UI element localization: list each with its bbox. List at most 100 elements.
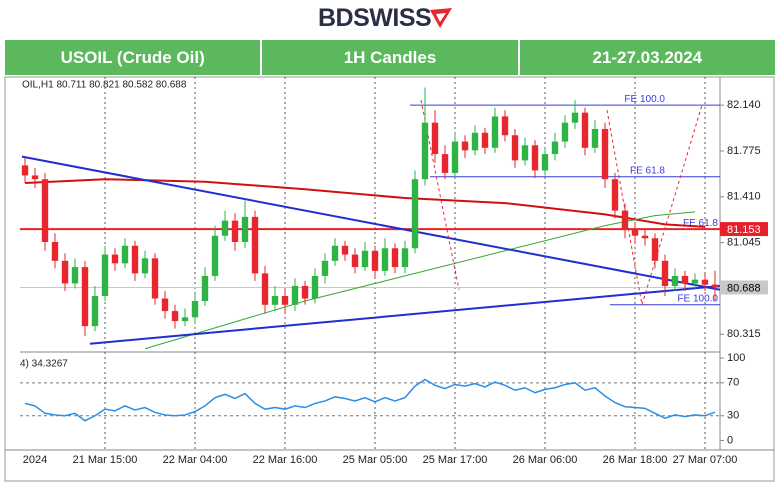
candle-body (571, 112, 579, 123)
candle-body (441, 154, 449, 173)
candle-body (51, 242, 59, 261)
overlay-line (24, 178, 706, 228)
header-cell: 21-27.03.2024 (592, 47, 703, 67)
overlay-line (420, 99, 460, 290)
candle-body (591, 128, 599, 148)
rsi-tick-label: 100 (727, 352, 745, 364)
candle-body (101, 254, 109, 296)
candle-body (661, 260, 669, 286)
x-tick-label: 27 Mar 07:00 (673, 454, 738, 466)
candle-body (131, 245, 139, 274)
candle-body (171, 311, 179, 322)
rsi-tick-label: 30 (727, 410, 739, 422)
x-tick-label: 25 Mar 05:00 (343, 454, 408, 466)
candle-body (271, 296, 279, 305)
candle-body (511, 135, 519, 161)
candle-body (611, 179, 619, 211)
candle-body (221, 220, 229, 236)
x-tick-label: 25 Mar 17:00 (423, 454, 488, 466)
candle-body (111, 254, 119, 264)
y-tick-label: 81.775 (727, 145, 761, 157)
candle-body (711, 284, 719, 288)
price-badge-label: 81.153 (727, 224, 761, 236)
x-tick-label: 21 Mar 15:00 (73, 454, 138, 466)
candle-body (201, 275, 209, 302)
candle-body (621, 210, 629, 230)
candle-body (401, 248, 409, 268)
candle-body (21, 165, 29, 176)
y-tick-label: 81.410 (727, 191, 761, 203)
candle-body (311, 275, 319, 299)
candle-body (491, 116, 499, 148)
x-tick-label: 26 Mar 18:00 (603, 454, 668, 466)
candle-body (281, 296, 289, 305)
candle-body (351, 254, 359, 268)
chart-frame (4, 76, 775, 482)
candle-body (381, 248, 389, 271)
candle-body (521, 145, 529, 161)
overlay-line (21, 155, 721, 291)
header-bar: USOIL (Crude Oil) 1H Candles 21-27.03.20… (5, 40, 775, 75)
candle-body (471, 132, 479, 151)
x-tick-label: 26 Mar 06:00 (513, 454, 578, 466)
logo: BDSWISS (318, 4, 432, 32)
overlay-line (89, 284, 721, 345)
candle-body (31, 175, 39, 180)
candle-body (541, 154, 549, 171)
logo-mark (430, 8, 452, 28)
candle-body (341, 245, 349, 255)
candle-body (391, 248, 399, 268)
candle-body (291, 285, 299, 305)
candle-body (371, 250, 379, 271)
candle-body (121, 245, 129, 264)
level-label: FE 100.0 (624, 94, 665, 105)
level-label: FE 61.8 (683, 218, 718, 229)
candle-body (211, 235, 219, 276)
candle-body (181, 317, 189, 322)
candle-body (151, 258, 159, 299)
price-badge (720, 280, 768, 295)
candle-body (251, 216, 259, 274)
overlay-line (606, 104, 703, 305)
rsi-label: 4) 34.3267 (20, 359, 68, 370)
rsi-tick-label: 0 (727, 434, 733, 446)
candle-body (501, 116, 509, 136)
candle-body (531, 145, 539, 171)
candle-body (261, 273, 269, 305)
candle-body (631, 229, 639, 236)
candle-body (601, 128, 609, 180)
candle-body (191, 301, 199, 318)
candle-body (561, 122, 569, 142)
candle-body (141, 258, 149, 274)
candle-body (161, 298, 169, 312)
candle-body (41, 179, 49, 242)
candle-body (61, 260, 69, 284)
x-tick-label: 2024 (23, 454, 47, 466)
candle-body (461, 141, 469, 151)
price-badge (720, 222, 768, 237)
candle-body (481, 132, 489, 148)
y-tick-label: 81.045 (727, 237, 761, 249)
candle-body (411, 179, 419, 249)
candle-body (241, 216, 249, 242)
candle-body (421, 122, 429, 180)
candle-body (71, 267, 79, 284)
candle-body (551, 141, 559, 155)
header-cell: USOIL (Crude Oil) (5, 40, 263, 75)
rsi-line (24, 378, 716, 422)
candle-body (651, 238, 659, 261)
candle-body (431, 122, 439, 155)
candle-body (231, 220, 239, 242)
rsi-tick-label: 70 (727, 377, 739, 389)
candle-body (301, 285, 309, 299)
candle-body (91, 296, 99, 327)
overlay-line (144, 211, 696, 350)
candle-body (701, 279, 709, 285)
candle-body (581, 112, 589, 148)
candle-body (331, 245, 339, 261)
level-label: FE 61.8 (630, 165, 665, 176)
candle-body (671, 275, 679, 286)
top-bar: BDSWISS (0, 0, 780, 40)
level-label: FE 100.0 (677, 293, 718, 304)
